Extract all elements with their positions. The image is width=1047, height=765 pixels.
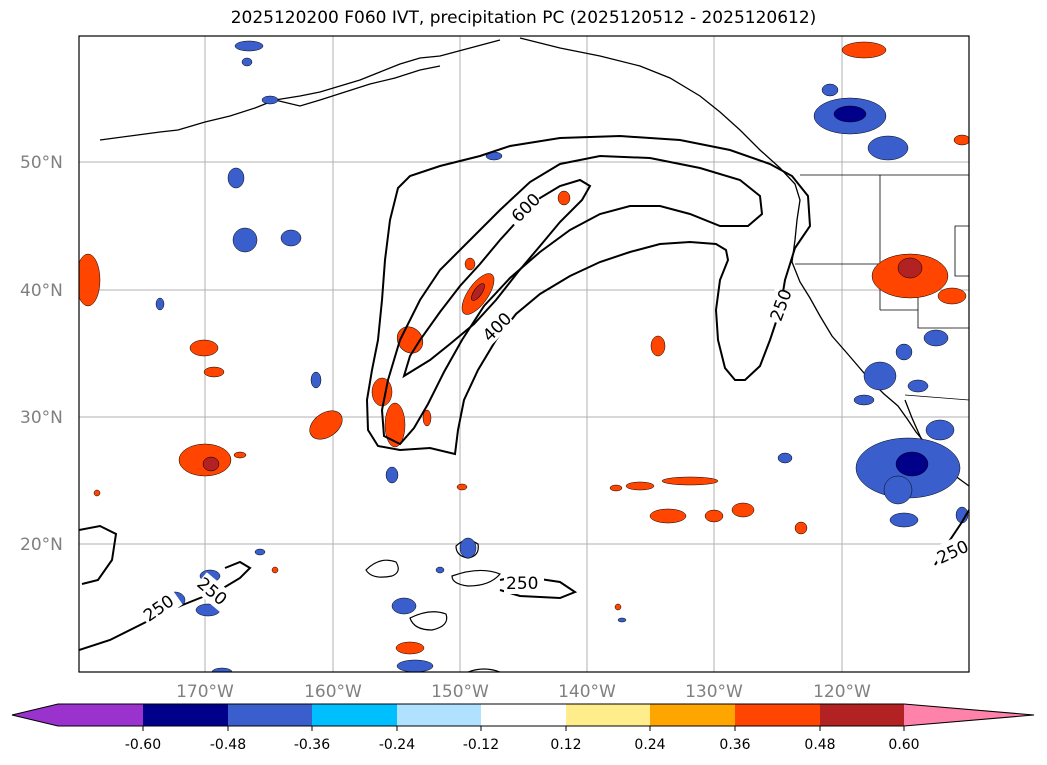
map-frame xyxy=(78,35,970,673)
colorbar-segment xyxy=(228,704,312,726)
colorbar-tick-label: -0.60 xyxy=(125,737,161,753)
colorbar-segment xyxy=(58,704,143,726)
lon-label-130w: 130°W xyxy=(685,682,743,702)
latitude-labels: 50°N 40°N 30°N 20°N xyxy=(20,153,63,555)
colorbar: -0.60 -0.48 -0.36 -0.24 -0.12 0.12 0.24 … xyxy=(11,703,1035,753)
colorbar-segment xyxy=(481,704,566,726)
lat-label-50n: 50°N xyxy=(20,153,63,173)
colorbar-min-extend xyxy=(12,704,58,726)
lon-label-140w: 140°W xyxy=(558,682,616,702)
contour-label-250-hawaii: 250 xyxy=(506,574,538,594)
colorbar-tick-label: 0.12 xyxy=(550,737,581,753)
colorbar-segment xyxy=(566,704,650,726)
colorbar-max-extend xyxy=(904,704,1034,726)
lon-label-150w: 150°W xyxy=(431,682,489,702)
precip-pc-negative xyxy=(155,40,969,672)
colorbar-tick-label: -0.24 xyxy=(379,737,415,753)
lat-label-30n: 30°N xyxy=(20,408,63,428)
colorbar-tick-label: -0.48 xyxy=(210,737,246,753)
colorbar-tick-label: 0.36 xyxy=(719,737,750,753)
longitude-labels: 170°W 160°W 150°W 140°W 130°W 120°W xyxy=(176,682,871,702)
lon-label-160w: 160°W xyxy=(304,682,362,702)
colorbar-tick-label: 0.24 xyxy=(634,737,665,753)
colorbar-segment xyxy=(397,704,481,726)
colorbar-segment xyxy=(820,704,904,726)
lat-label-20n: 20°N xyxy=(20,535,63,555)
colorbar-segment xyxy=(143,704,228,726)
colorbar-ticks xyxy=(142,726,905,731)
precip-pc-positive xyxy=(79,41,969,655)
colorbar-segment xyxy=(735,704,820,726)
colorbar-segment xyxy=(312,704,397,726)
ivt-contours xyxy=(79,134,969,651)
colorbar-tick-labels: -0.60 -0.48 -0.36 -0.24 -0.12 0.12 0.24 … xyxy=(125,737,920,753)
lon-label-170w: 170°W xyxy=(176,682,234,702)
colorbar-tick-label: 0.60 xyxy=(888,737,919,753)
colorbar-tick-label: -0.36 xyxy=(294,737,330,753)
colorbar-tick-label: 0.48 xyxy=(804,737,835,753)
colorbar-tick-label: -0.12 xyxy=(463,737,499,753)
colorbar-outline xyxy=(11,703,1035,727)
lat-label-40n: 40°N xyxy=(20,281,63,301)
map-title: 2025120200 F060 IVT, precipitation PC (2… xyxy=(230,8,817,28)
colorbar-segment xyxy=(650,704,735,726)
lon-label-120w: 120°W xyxy=(813,682,871,702)
